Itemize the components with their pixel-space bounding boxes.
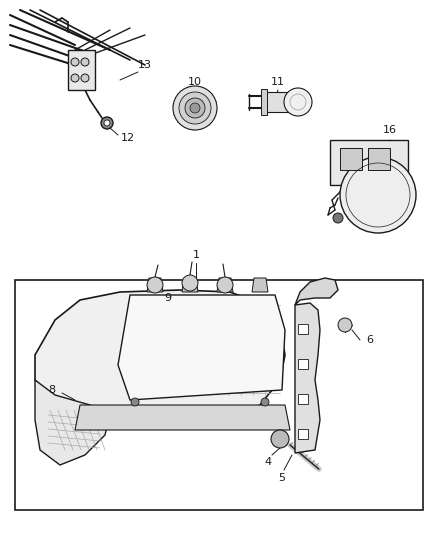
Circle shape (147, 277, 163, 293)
Text: 11: 11 (271, 77, 285, 87)
Polygon shape (35, 380, 110, 465)
Polygon shape (147, 278, 163, 292)
Bar (15, 280, 423, 510)
Circle shape (271, 430, 289, 448)
Polygon shape (75, 405, 290, 430)
Circle shape (338, 318, 352, 332)
Polygon shape (263, 92, 291, 112)
Text: 9: 9 (164, 293, 172, 303)
Circle shape (261, 398, 269, 406)
Bar (330, 140, 408, 185)
Circle shape (71, 74, 79, 82)
Polygon shape (182, 278, 198, 292)
Text: 5: 5 (279, 473, 286, 483)
Text: 1: 1 (192, 250, 199, 260)
Circle shape (173, 86, 217, 130)
Polygon shape (68, 50, 95, 90)
Text: 8: 8 (49, 385, 56, 395)
Circle shape (131, 398, 139, 406)
Circle shape (81, 58, 89, 66)
Text: 10: 10 (188, 77, 202, 87)
Polygon shape (217, 278, 233, 292)
Circle shape (217, 277, 233, 293)
Text: 16: 16 (383, 125, 397, 135)
Text: 12: 12 (121, 133, 135, 143)
Polygon shape (252, 278, 268, 292)
Polygon shape (35, 290, 285, 425)
Circle shape (104, 120, 110, 126)
Circle shape (333, 213, 343, 223)
Circle shape (179, 92, 211, 124)
Circle shape (182, 275, 198, 291)
Text: 13: 13 (138, 60, 152, 70)
Bar (298, 429, 308, 439)
Circle shape (340, 157, 416, 233)
Text: 4: 4 (265, 457, 272, 467)
Polygon shape (118, 295, 285, 400)
Bar (298, 359, 308, 369)
Polygon shape (261, 89, 267, 115)
Bar (340, 148, 362, 170)
Circle shape (190, 103, 200, 113)
Bar (298, 324, 308, 334)
Bar (298, 394, 308, 404)
Circle shape (81, 74, 89, 82)
Circle shape (71, 58, 79, 66)
Polygon shape (295, 278, 338, 305)
Text: 6: 6 (367, 335, 374, 345)
Circle shape (101, 117, 113, 129)
Polygon shape (295, 303, 320, 453)
Circle shape (284, 88, 312, 116)
Bar (368, 148, 390, 170)
Circle shape (185, 98, 205, 118)
